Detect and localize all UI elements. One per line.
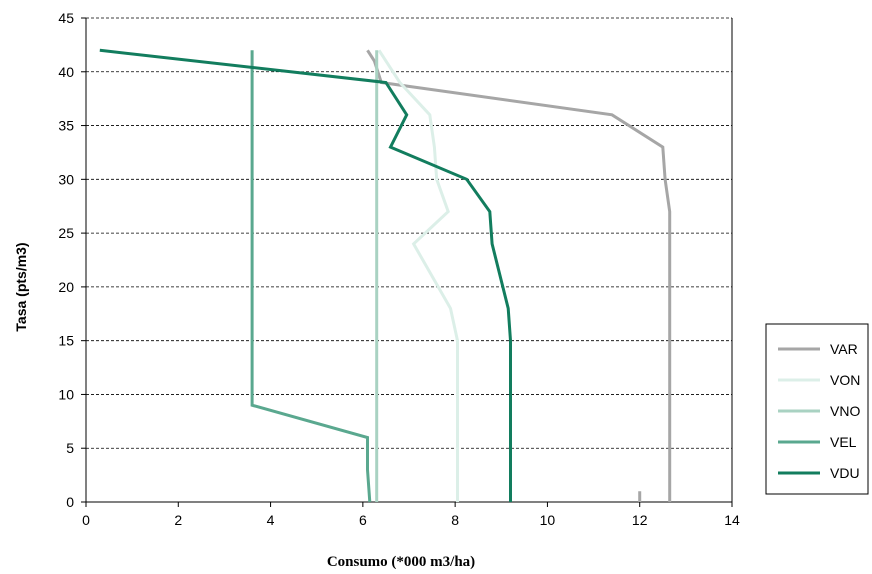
y-axis-label: Tasa (pts/m3) [13, 242, 29, 331]
x-tick-label-0: 0 [82, 512, 90, 528]
legend: VAR VON VNO VEL VDU [765, 323, 869, 495]
x-tick-label-2: 2 [174, 512, 182, 528]
x-tick-label-4: 4 [267, 512, 275, 528]
legend-label-var: VAR [830, 341, 858, 357]
y-tick-labels: 0 5 10 15 20 25 30 35 40 45 [58, 10, 74, 510]
x-tick-label-6: 6 [359, 512, 367, 528]
legend-label-vel: VEL [830, 434, 857, 450]
series-line-vdu [99, 48, 512, 502]
series-line-var [366, 49, 672, 502]
x-tick-label-8: 8 [451, 512, 459, 528]
legend-label-vno: VNO [830, 403, 860, 419]
legend-box [765, 323, 869, 495]
series-line-vel [250, 50, 372, 503]
legend-label-vdu: VDU [830, 465, 860, 481]
series-line-von [377, 49, 459, 502]
y-tick-label-30: 30 [58, 171, 74, 187]
y-tick-label-15: 15 [58, 333, 74, 349]
x-tick-labels: 0 2 4 6 8 10 12 14 [82, 512, 740, 528]
x-tick-label-12: 12 [632, 512, 648, 528]
series-lines [99, 48, 672, 503]
y-tick-label-0: 0 [66, 494, 74, 510]
legend-label-von: VON [830, 372, 860, 388]
axes [81, 17, 733, 507]
y-tick-label-40: 40 [58, 64, 74, 80]
y-tick-label-35: 35 [58, 118, 74, 134]
y-tick-label-10: 10 [58, 386, 74, 402]
y-tick-label-25: 25 [58, 225, 74, 241]
x-tick-label-14: 14 [724, 512, 740, 528]
x-tick-label-10: 10 [540, 512, 556, 528]
y-tick-label-5: 5 [66, 440, 74, 456]
grid-lines [86, 17, 732, 449]
y-tick-label-20: 20 [58, 279, 74, 295]
y-tick-label-45: 45 [58, 10, 74, 26]
x-axis-label: Consumo (*000 m3/ha) [327, 554, 475, 570]
